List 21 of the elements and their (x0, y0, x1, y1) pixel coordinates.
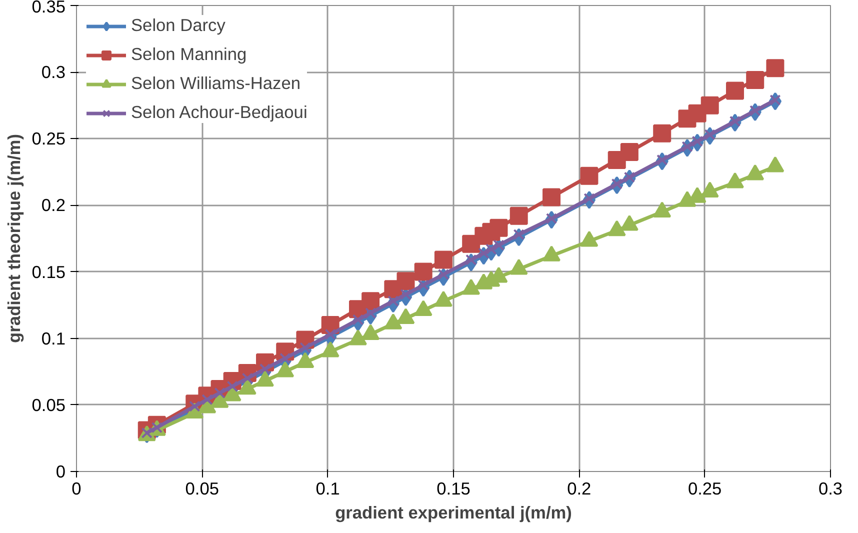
legend-label: Selon Achour-Bedjaoui (131, 102, 308, 123)
x-tick-label: 0.05 (185, 478, 220, 498)
y-tick-label: 0.05 (32, 394, 66, 415)
y-tick-label: 0.15 (32, 262, 66, 282)
y-tick-label: 0.35 (32, 0, 66, 16)
x-tick-label: 0.1 (316, 478, 340, 498)
x-tick-label: 0.3 (818, 478, 843, 498)
y-tick-label: 0.3 (41, 62, 66, 82)
x-tick-label: 0.15 (436, 478, 470, 498)
x-tick-label: 0 (72, 478, 82, 498)
x-axis-title: gradient experimental j(m/m) (335, 502, 572, 522)
legend-label: Selon Manning (131, 44, 247, 65)
y-tick-label: 0.25 (32, 128, 66, 149)
y-tick-label: 0.1 (41, 328, 66, 348)
y-tick-label: 0 (56, 462, 66, 482)
y-tick-label: 0.2 (41, 195, 66, 216)
legend-label: Selon Darcy (131, 15, 226, 36)
y-axis-title: gradient theorique j(m/m) (4, 134, 24, 343)
x-tick-label: 0.2 (567, 478, 592, 498)
legend-label: Selon Williams-Hazen (131, 73, 300, 94)
x-tick-label: 0.25 (688, 478, 722, 498)
